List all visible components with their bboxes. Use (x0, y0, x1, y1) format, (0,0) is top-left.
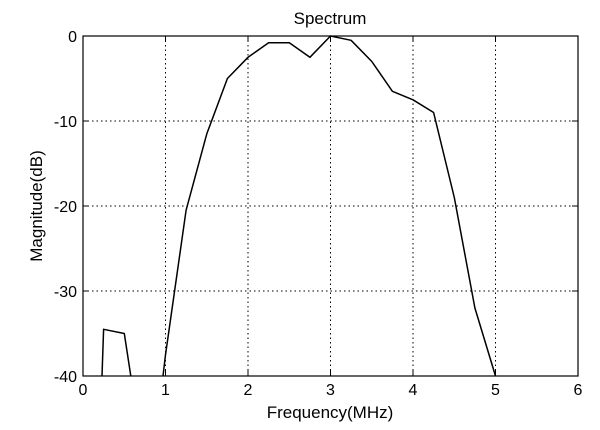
x-tick-label: 0 (79, 382, 88, 399)
y-tick-label: -40 (54, 369, 77, 386)
spectrum-line (162, 35, 497, 377)
chart-title: Spectrum (294, 9, 367, 28)
y-tick-label: 0 (68, 29, 77, 46)
x-tick-label: 1 (161, 382, 170, 399)
y-axis-label: Magnitude(dB) (27, 150, 46, 262)
y-tick-label: -30 (54, 284, 77, 301)
x-tick-labels: 0 1 2 3 4 5 6 (79, 382, 583, 399)
x-tick-label: 4 (409, 382, 418, 399)
y-tick-label: -20 (54, 199, 77, 216)
x-tick-label: 5 (491, 382, 500, 399)
grid (83, 36, 578, 376)
x-tick-label: 3 (326, 382, 335, 399)
x-tick-label: 6 (574, 382, 583, 399)
y-tick-label: -10 (54, 114, 77, 131)
spectrum-line (101, 328, 132, 377)
x-tick-label: 2 (244, 382, 253, 399)
series (101, 35, 497, 377)
y-tick-labels: 0 -10 -20 -30 -40 (54, 29, 77, 386)
x-axis-label: Frequency(MHz) (267, 403, 394, 422)
